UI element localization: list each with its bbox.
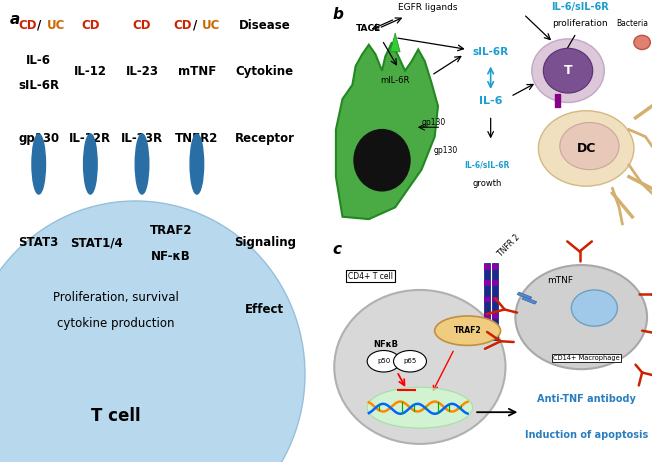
- Bar: [492, 297, 498, 303]
- Text: a: a: [10, 12, 20, 26]
- Text: b: b: [333, 7, 344, 22]
- Bar: [492, 264, 498, 270]
- Bar: [555, 94, 557, 107]
- Text: TACE: TACE: [356, 24, 381, 33]
- Bar: [517, 292, 532, 299]
- Ellipse shape: [560, 122, 619, 170]
- Bar: [484, 280, 490, 286]
- Text: Anti-TNF antibody: Anti-TNF antibody: [537, 394, 636, 404]
- Text: sIL-6R: sIL-6R: [473, 47, 509, 57]
- Text: TNFR2: TNFR2: [175, 132, 218, 145]
- Text: gp130: gp130: [18, 132, 59, 145]
- Text: mTNF: mTNF: [547, 276, 573, 286]
- Bar: [484, 329, 490, 335]
- Ellipse shape: [515, 265, 647, 369]
- Text: growth: growth: [473, 179, 502, 188]
- Text: IL-12: IL-12: [74, 65, 107, 78]
- Text: Proliferation, survival: Proliferation, survival: [53, 292, 179, 304]
- Ellipse shape: [367, 387, 473, 428]
- Bar: [484, 313, 490, 319]
- Text: gp130: gp130: [434, 146, 458, 155]
- Text: Disease: Disease: [239, 19, 291, 32]
- Text: STAT1/4: STAT1/4: [70, 236, 123, 249]
- Text: CD: CD: [133, 19, 151, 32]
- Text: /: /: [193, 19, 198, 32]
- Polygon shape: [336, 43, 438, 219]
- Ellipse shape: [435, 316, 501, 346]
- Text: T cell: T cell: [91, 407, 141, 425]
- Text: Bacteria: Bacteria: [616, 19, 648, 28]
- Text: T: T: [564, 64, 572, 77]
- Text: p50: p50: [377, 358, 391, 364]
- Text: EGFR ligands: EGFR ligands: [398, 3, 458, 12]
- Ellipse shape: [634, 36, 650, 49]
- Ellipse shape: [190, 134, 203, 194]
- Ellipse shape: [532, 39, 604, 103]
- Text: sIL-6R: sIL-6R: [18, 79, 59, 92]
- Text: mTNF: mTNF: [178, 65, 216, 78]
- Ellipse shape: [32, 134, 46, 194]
- Bar: [492, 329, 498, 335]
- Text: NFκB: NFκB: [373, 340, 398, 349]
- Text: TRAF2: TRAF2: [150, 225, 192, 237]
- Ellipse shape: [354, 129, 410, 191]
- Text: DC: DC: [576, 142, 596, 155]
- Ellipse shape: [367, 351, 400, 372]
- Ellipse shape: [0, 201, 305, 462]
- Text: TRAF2: TRAF2: [454, 326, 481, 335]
- Ellipse shape: [539, 111, 634, 186]
- Text: TNFR 2: TNFR 2: [496, 233, 521, 258]
- Text: CD4+ T cell: CD4+ T cell: [348, 272, 393, 281]
- Text: IL-23: IL-23: [125, 65, 158, 78]
- Text: IL-6: IL-6: [479, 96, 503, 106]
- Text: IL-6: IL-6: [26, 54, 52, 67]
- Text: STAT3: STAT3: [19, 236, 59, 249]
- Text: Induction of apoptosis: Induction of apoptosis: [524, 430, 648, 440]
- Text: UC: UC: [201, 19, 220, 32]
- Text: IL-6/sIL-6R: IL-6/sIL-6R: [551, 2, 608, 12]
- Bar: [558, 94, 560, 107]
- Text: IL-12R: IL-12R: [69, 132, 111, 145]
- Text: proliferation: proliferation: [552, 19, 608, 28]
- Ellipse shape: [543, 49, 593, 93]
- Bar: [484, 297, 490, 303]
- Bar: [492, 263, 498, 340]
- Text: Cytokine: Cytokine: [235, 65, 293, 78]
- Text: CD14+ Macrophage: CD14+ Macrophage: [553, 355, 619, 361]
- Ellipse shape: [135, 134, 149, 194]
- Text: CD: CD: [81, 19, 100, 32]
- Text: CD: CD: [173, 19, 192, 32]
- Ellipse shape: [83, 134, 97, 194]
- Text: cytokine production: cytokine production: [57, 317, 175, 330]
- Text: /: /: [37, 19, 42, 32]
- Text: CD: CD: [19, 19, 37, 32]
- Text: mIL-6R: mIL-6R: [381, 76, 410, 85]
- Text: p65: p65: [404, 358, 417, 364]
- Text: Signaling: Signaling: [233, 236, 295, 249]
- Ellipse shape: [394, 351, 426, 372]
- Text: IL-6/sIL-6R: IL-6/sIL-6R: [465, 160, 510, 170]
- Text: c: c: [333, 243, 342, 257]
- Ellipse shape: [571, 290, 617, 326]
- Text: UC: UC: [47, 19, 65, 32]
- Polygon shape: [391, 33, 400, 52]
- Ellipse shape: [334, 290, 505, 444]
- Bar: [484, 264, 490, 270]
- Bar: [492, 313, 498, 319]
- Text: NF-κB: NF-κB: [151, 250, 191, 263]
- Text: Effect: Effect: [245, 303, 284, 316]
- Text: Receptor: Receptor: [235, 132, 295, 145]
- Bar: [484, 263, 490, 340]
- Bar: [492, 280, 498, 286]
- Bar: [522, 297, 537, 304]
- Text: gp130: gp130: [422, 118, 446, 127]
- Text: IL-23R: IL-23R: [121, 132, 163, 145]
